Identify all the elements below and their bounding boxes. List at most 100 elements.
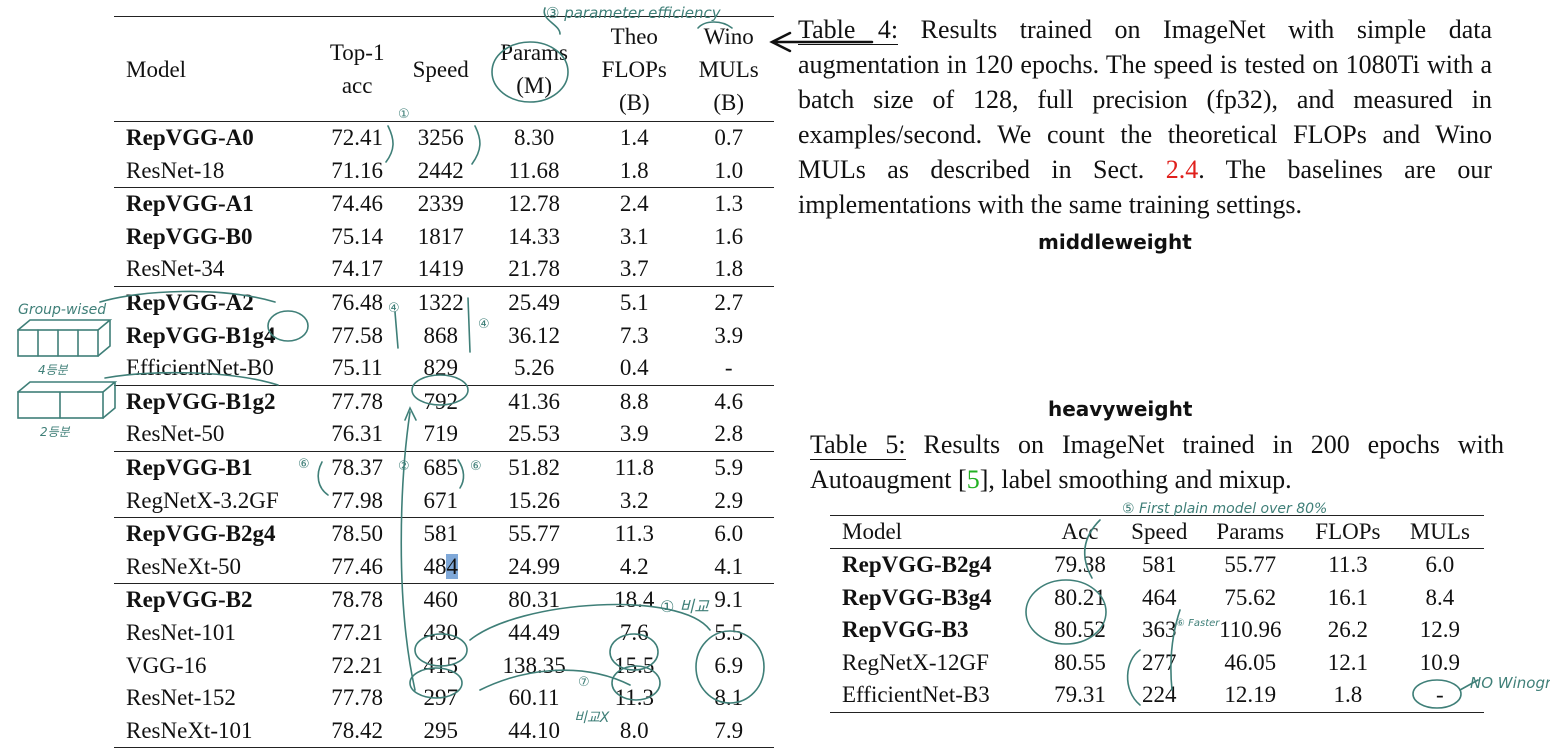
caption-4-text: Results trained on ImageNet with simple … [798, 15, 1493, 184]
flops-cell: 3.7 [619, 256, 649, 282]
speed-cell: 2442 [417, 157, 464, 183]
flops-cell: 15.5 [614, 652, 655, 678]
speed-cell: 685 [423, 454, 458, 480]
speed-cell: 484 [398, 551, 483, 584]
acc-cell: 74.17 [331, 256, 384, 282]
flops-cell: 8.0 [619, 717, 649, 743]
table-row: EfficientNet-B0 75.11 829 5.26 0.4 - [114, 352, 774, 385]
table-row: ResNeXt-50 77.46 484 24.99 4.2 4.1 [114, 551, 774, 584]
muls-cell: 0.7 [714, 125, 744, 150]
params-cell: 21.78 [508, 256, 560, 282]
flops-cell: 8.8 [619, 388, 649, 414]
params-cell: 41.36 [508, 388, 560, 414]
speed-cell: 581 [423, 521, 458, 547]
flops-cell: 1.8 [1333, 682, 1363, 707]
model-cell: ResNet-34 [126, 256, 225, 282]
text-selection-highlight[interactable]: 4 [446, 553, 458, 579]
flops-cell: 11.3 [1328, 552, 1368, 577]
model-cell: RepVGG-B2 [126, 587, 253, 613]
acc-cell: 77.78 [331, 388, 384, 414]
t5-header-acc: Acc [1061, 519, 1099, 544]
acc-cell: 77.58 [331, 322, 384, 348]
muls-cell: 8.1 [714, 685, 744, 711]
flops-cell: 11.3 [614, 685, 654, 711]
muls-cell: 3.9 [714, 322, 744, 348]
table-row: ResNet-101 77.21 430 44.49 7.6 5.5 [114, 617, 774, 650]
acc-cell: 77.98 [331, 487, 384, 513]
acc-cell: 74.46 [331, 191, 384, 217]
muls-cell: 4.1 [714, 553, 744, 579]
model-cell: EfficientNet-B0 [126, 355, 274, 381]
params-cell: 75.62 [1224, 584, 1277, 610]
t5-header-muls: MULs [1409, 519, 1470, 544]
muls-cell: 2.9 [714, 487, 744, 513]
muls-cell: 6.0 [714, 521, 744, 547]
speed-cell: 1419 [417, 256, 464, 282]
header-wino-muls: Wino MULs (B) [698, 23, 759, 115]
flops-cell: 4.2 [619, 553, 649, 579]
muls-cell: 9.1 [714, 587, 744, 613]
t5-header-params: Params [1216, 519, 1285, 544]
header-model: Model [126, 56, 187, 82]
params-cell: 12.19 [1224, 682, 1277, 707]
table-row: VGG-16 72.21 415 138.35 15.5 6.9 [114, 650, 774, 683]
flops-cell: 1.8 [619, 157, 649, 183]
section-ref-link[interactable]: 2.4 [1165, 155, 1199, 184]
model-cell: ResNet-101 [126, 619, 236, 645]
table-5-header: Model Acc Speed Params FLOPs MULs [830, 515, 1484, 549]
params-cell: 8.30 [513, 125, 555, 150]
table-row: RepVGG-A2 76.48 1322 25.49 5.1 2.7 [114, 286, 774, 319]
acc-cell: 80.21 [1054, 584, 1106, 610]
citation-link[interactable]: 5 [966, 465, 980, 494]
muls-cell: 2.7 [714, 289, 744, 315]
table-row: RepVGG-B3g4 80.21 464 75.62 16.1 8.4 [830, 582, 1484, 615]
muls-cell: 1.3 [714, 191, 744, 217]
params-cell: 5.26 [513, 355, 555, 381]
speed-cell: 363 [1142, 617, 1177, 642]
table-row: ResNet-152 77.78 297 60.11 11.3 8.1 [114, 682, 774, 715]
speed-cell: 295 [423, 717, 458, 743]
acc-cell: 80.52 [1054, 617, 1106, 642]
muls-cell: 6.0 [1425, 552, 1455, 577]
muls-cell: 6.9 [714, 652, 744, 678]
flops-cell: 0.4 [619, 355, 649, 381]
speed-text: 48 [423, 553, 447, 579]
acc-cell: 76.48 [331, 289, 384, 315]
flops-cell: 3.9 [619, 421, 649, 447]
table-row: ResNet-34 74.17 1419 21.78 3.7 1.8 [114, 253, 774, 286]
params-cell: 36.12 [508, 322, 560, 348]
model-cell: RepVGG-B1 [126, 454, 253, 480]
header-top1: Top-1 acc [329, 40, 385, 98]
header-params: Params (M) [500, 40, 568, 98]
muls-cell: - [724, 355, 733, 381]
table-5: Model Acc Speed Params FLOPs MULs RepVGG… [830, 515, 1484, 713]
acc-cell: 72.41 [331, 125, 384, 150]
speed-cell: 792 [423, 388, 458, 414]
acc-cell: 78.37 [331, 454, 384, 480]
middleweight-label: middleweight [1038, 230, 1192, 254]
params-cell: 14.33 [508, 223, 560, 249]
speed-cell: 1817 [417, 223, 464, 249]
model-cell: RepVGG-B1g4 [126, 322, 276, 348]
model-cell: RegNetX-12GF [842, 649, 989, 675]
acc-cell: 77.46 [331, 553, 384, 579]
model-cell: ResNet-152 [126, 685, 236, 711]
table-row: RepVGG-B2g4 79.38 581 55.77 11.3 6.0 [830, 549, 1484, 582]
params-cell: 11.68 [508, 157, 560, 183]
model-cell: ResNet-18 [126, 157, 225, 183]
speed-cell: 581 [1142, 552, 1177, 577]
table-row: ResNeXt-101 78.42 295 44.10 8.0 7.9 [114, 715, 774, 748]
flops-cell: 11.3 [614, 521, 654, 547]
speed-cell: 868 [423, 322, 458, 348]
t5-header-speed: Speed [1131, 519, 1188, 544]
muls-cell: 2.8 [714, 421, 744, 447]
table-4: Model Top-1 acc Speed Params (M) Theo FLOPs… [114, 16, 774, 748]
annotation-korean-4: 4등분 [38, 363, 69, 377]
table-row: RepVGG-B1 78.37 685 51.82 11.8 5.9 [114, 451, 774, 484]
acc-cell: 77.78 [331, 685, 384, 711]
model-cell: RepVGG-B2g4 [842, 552, 992, 577]
acc-cell: 79.38 [1054, 552, 1106, 577]
speed-cell: 415 [423, 652, 458, 678]
table-row: RepVGG-B0 75.14 1817 14.33 3.1 1.6 [114, 221, 774, 254]
